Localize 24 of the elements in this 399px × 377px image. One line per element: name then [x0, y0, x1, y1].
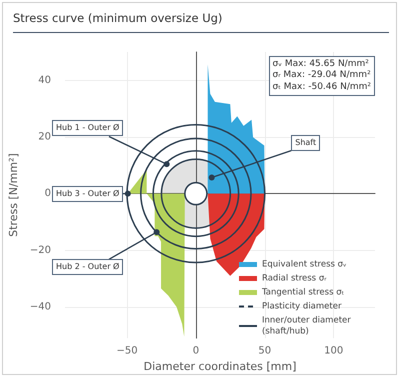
- x-axis-title: Diameter coordinates [mm]: [144, 360, 296, 373]
- legend-label: Equivalent stress σᵥ: [262, 260, 348, 270]
- y-axis-title: Stress [N/mm²]: [7, 153, 20, 237]
- y-tick-label: 0: [44, 188, 52, 200]
- annotation: Hub 1 - Outer Ø: [52, 120, 124, 136]
- x-tick-label: 0: [192, 346, 200, 357]
- annotation: Hub 3 - Outer Ø: [52, 186, 124, 202]
- legend-label: Radial stress σᵣ: [262, 274, 328, 284]
- annotation: Hub 2 - Outer Ø: [52, 259, 124, 276]
- legend-label: Inner/outer diameter (shaft/hub): [262, 316, 354, 336]
- annotation: σₜ Max: -50.46 N/mm²: [272, 82, 371, 93]
- annotation: Shaft: [291, 134, 320, 151]
- y-tick-label: 40: [38, 74, 52, 86]
- y-tick-label: 20: [38, 131, 52, 142]
- annotation: σᵥ Max: 45.65 N/mm²: [272, 59, 370, 70]
- y-tick-label: −20: [30, 244, 52, 256]
- legend-label: Tangential stress σₜ: [261, 288, 344, 298]
- x-tick-label: 100: [324, 346, 344, 357]
- x-tick-label: 50: [258, 346, 272, 357]
- x-tick-label: −50: [116, 346, 138, 357]
- legend-label: Plasticity diameter: [262, 302, 342, 312]
- chart-title: Stress curve (minimum oversize Ug): [13, 11, 222, 25]
- y-tick-label: −40: [30, 301, 52, 312]
- annotation: σᵣ Max: -29.04 N/mm²: [272, 70, 371, 82]
